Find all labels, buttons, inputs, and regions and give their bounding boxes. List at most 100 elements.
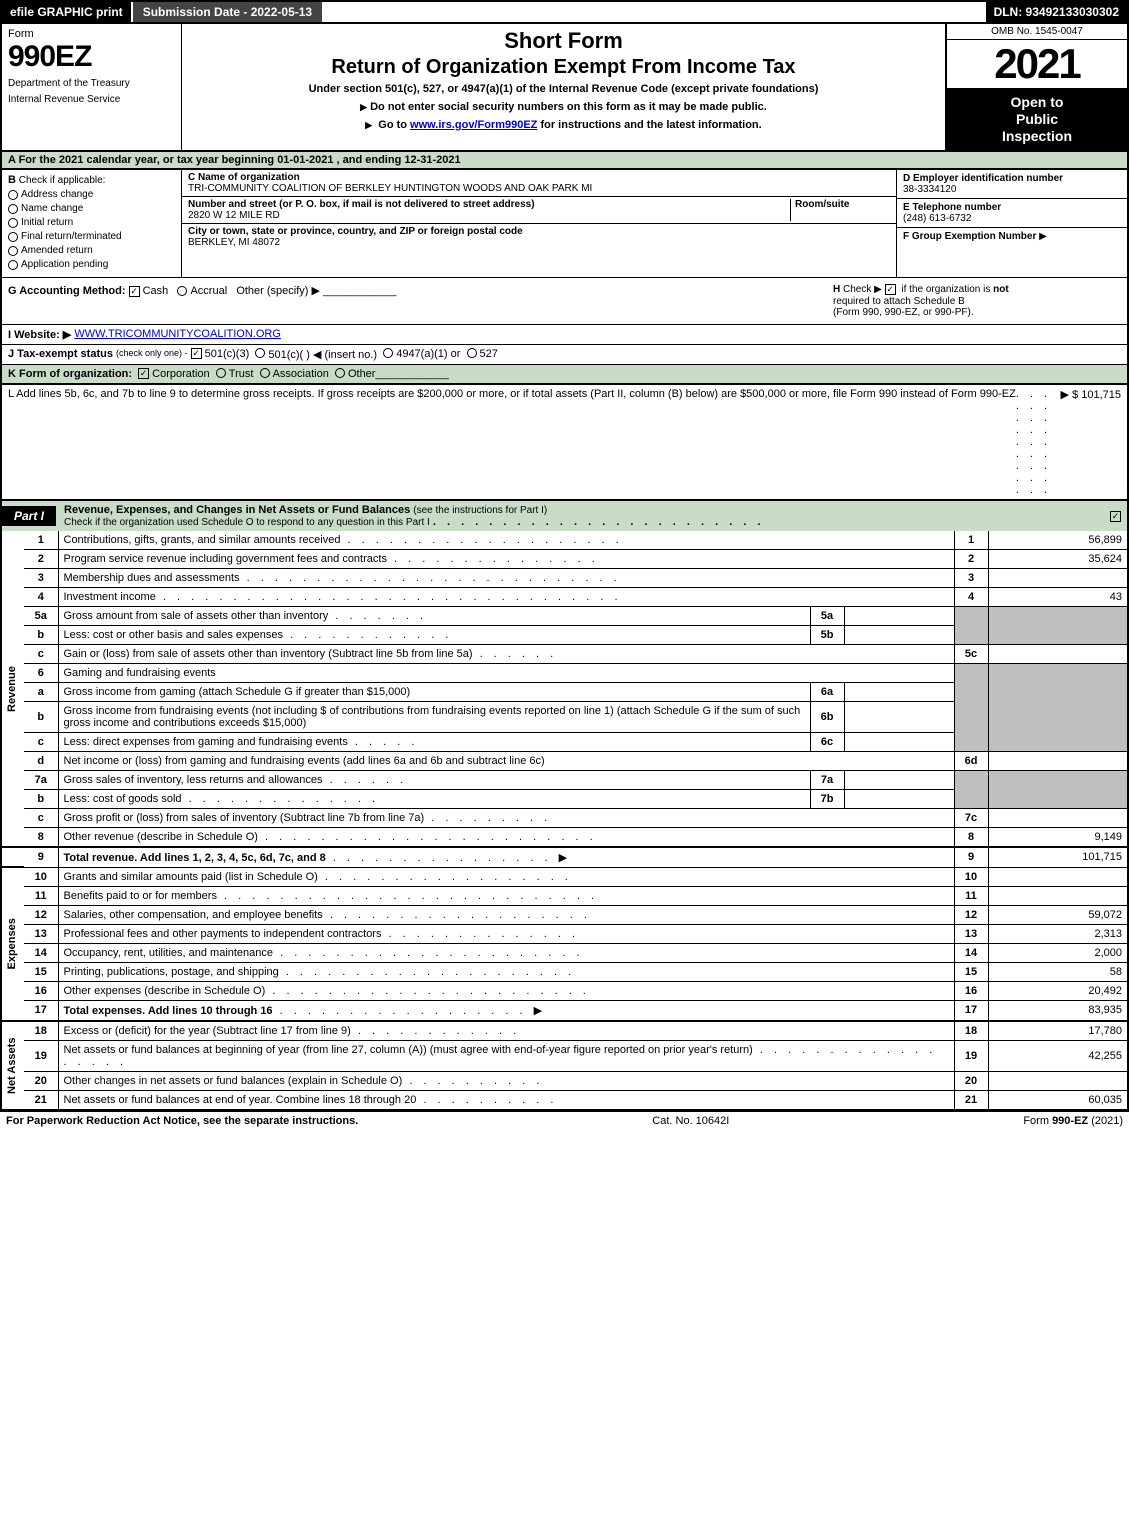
- chk-501c[interactable]: [255, 348, 265, 358]
- page-footer: For Paperwork Reduction Act Notice, see …: [0, 1111, 1129, 1130]
- chk-name-change[interactable]: Name change: [8, 203, 175, 214]
- l6c-sub: 6c: [810, 732, 844, 751]
- row-gh: G Accounting Method: ✓Cash Accrual Other…: [0, 278, 1129, 324]
- chk-4947[interactable]: [383, 348, 393, 358]
- chk-other[interactable]: [335, 368, 345, 378]
- e-label: E Telephone number: [903, 202, 1121, 213]
- l14-num: 14: [24, 943, 58, 962]
- website-link[interactable]: WWW.TRICOMMUNITYCOALITION.ORG: [74, 328, 281, 341]
- note-goto-pre: Go to: [378, 119, 410, 131]
- row-h: H Check ▶ ✓ if the organization is not r…: [827, 278, 1127, 323]
- line-6: 6 Gaming and fundraising events: [1, 663, 1128, 682]
- open-to-public: Open to Public Inspection: [947, 88, 1127, 150]
- ein-value: 38-3334120: [903, 184, 1121, 195]
- l17-num: 17: [24, 1000, 58, 1021]
- l4-num: 4: [24, 587, 58, 606]
- l7b-desc: Less: cost of goods sold: [64, 793, 182, 805]
- part1-checkbox[interactable]: ✓: [1107, 509, 1127, 523]
- row-g: G Accounting Method: ✓Cash Accrual Other…: [2, 278, 827, 323]
- chk-501c3[interactable]: ✓: [191, 348, 202, 359]
- l7c-amt: [988, 808, 1128, 827]
- form-word: Form: [8, 28, 175, 40]
- l3-num: 3: [24, 568, 58, 587]
- row-i: I Website: ▶ WWW.TRICOMMUNITYCOALITION.O…: [0, 325, 1129, 345]
- main-title: Return of Organization Exempt From Incom…: [188, 56, 939, 79]
- l5c-desc: Gain or (loss) from sale of assets other…: [64, 648, 473, 660]
- chk-final-return[interactable]: Final return/terminated: [8, 231, 175, 242]
- line-12: 12 Salaries, other compensation, and emp…: [1, 905, 1128, 924]
- l13-num: 13: [24, 924, 58, 943]
- chk-527[interactable]: [467, 348, 477, 358]
- l17-amt: 83,935: [988, 1000, 1128, 1021]
- l7b-sub: 7b: [810, 789, 844, 808]
- irs-link[interactable]: www.irs.gov/Form990EZ: [410, 119, 537, 131]
- l6d-num: d: [24, 751, 58, 770]
- l5a-sub: 5a: [810, 606, 844, 625]
- tax-year: 2021: [947, 40, 1127, 88]
- l4-amt: 43: [988, 587, 1128, 606]
- l1-num: 1: [24, 531, 58, 550]
- h-txt2: if the organization is: [901, 285, 990, 296]
- line-5c: c Gain or (loss) from sale of assets oth…: [1, 644, 1128, 663]
- line-16: 16 Other expenses (describe in Schedule …: [1, 981, 1128, 1000]
- l9-num: 9: [24, 847, 58, 868]
- column-c: C Name of organization TRI-COMMUNITY COA…: [182, 170, 897, 277]
- l13-amt: 2,313: [988, 924, 1128, 943]
- chk-address-change[interactable]: Address change: [8, 189, 175, 200]
- note-ssn: Do not enter social security numbers on …: [188, 101, 939, 113]
- l18-num: 18: [24, 1021, 58, 1041]
- l21-ln: 21: [954, 1090, 988, 1110]
- l16-num: 16: [24, 981, 58, 1000]
- line-2: 2 Program service revenue including gove…: [1, 549, 1128, 568]
- side-blank: [1, 847, 24, 868]
- l2-num: 2: [24, 549, 58, 568]
- l3-ln: 3: [954, 568, 988, 587]
- efile-label[interactable]: efile GRAPHIC print: [2, 2, 131, 22]
- l1-amt: 56,899: [988, 531, 1128, 550]
- j-opt-527: 527: [480, 348, 498, 361]
- l5a-subval: [844, 606, 954, 625]
- chk-accrual[interactable]: [177, 286, 187, 296]
- l6a-desc: Gross income from gaming (attach Schedul…: [64, 686, 411, 698]
- l6a-subval: [844, 682, 954, 701]
- l14-desc: Occupancy, rent, utilities, and maintena…: [64, 947, 274, 959]
- chk-cash[interactable]: ✓: [129, 286, 140, 297]
- h-not: not: [993, 285, 1009, 296]
- k-opt-corp: Corporation: [152, 368, 209, 380]
- chk-corporation[interactable]: ✓: [138, 368, 149, 379]
- chk-association[interactable]: [260, 368, 270, 378]
- l5ab-shadeamt: [988, 606, 1128, 644]
- l6d-desc: Net income or (loss) from gaming and fun…: [64, 755, 545, 767]
- city-value: BERKLEY, MI 48072: [188, 237, 890, 248]
- line-19: 19 Net assets or fund balances at beginn…: [1, 1040, 1128, 1071]
- l5b-subval: [844, 625, 954, 644]
- l19-amt: 42,255: [988, 1040, 1128, 1071]
- j-label: J Tax-exempt status: [8, 348, 113, 361]
- city-cell: City or town, state or province, country…: [182, 224, 896, 250]
- l9-amt: 101,715: [988, 847, 1128, 868]
- chk-trust[interactable]: [216, 368, 226, 378]
- phone-value: (248) 613-6732: [903, 213, 1121, 224]
- l15-amt: 58: [988, 962, 1128, 981]
- line-5a: 5a Gross amount from sale of assets othe…: [1, 606, 1128, 625]
- l6c-num: c: [24, 732, 58, 751]
- footer-left: For Paperwork Reduction Act Notice, see …: [6, 1115, 358, 1127]
- l8-num: 8: [24, 827, 58, 847]
- chk-h[interactable]: ✓: [885, 284, 896, 295]
- side-expenses: Expenses: [1, 867, 24, 1021]
- chk-initial-return[interactable]: Initial return: [8, 217, 175, 228]
- k-label: K Form of organization:: [8, 368, 132, 380]
- l5b-num: b: [24, 625, 58, 644]
- l7ab-shade: [954, 770, 988, 808]
- dln-label: DLN: 93492133030302: [986, 2, 1127, 22]
- chk-application-pending[interactable]: Application pending: [8, 259, 175, 270]
- l17-ln: 17: [954, 1000, 988, 1021]
- chk-amended-return[interactable]: Amended return: [8, 245, 175, 256]
- l15-num: 15: [24, 962, 58, 981]
- row-a-tax-year: A For the 2021 calendar year, or tax yea…: [0, 152, 1129, 170]
- l6abc-shadeamt: [988, 663, 1128, 751]
- l12-ln: 12: [954, 905, 988, 924]
- d-label: D Employer identification number: [903, 173, 1121, 184]
- h-txt3: required to attach Schedule B: [833, 296, 965, 307]
- l3-amt: [988, 568, 1128, 587]
